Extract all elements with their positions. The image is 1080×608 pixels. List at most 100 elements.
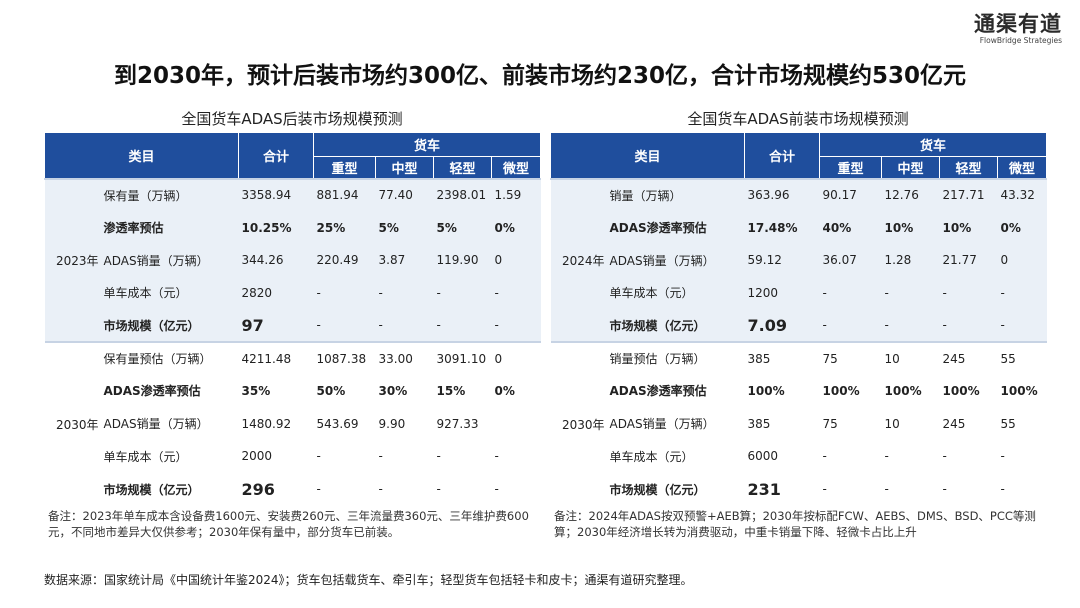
year-label: 2030年 xyxy=(550,340,607,506)
table-row: 单车成本（元） 2820- - - - xyxy=(45,276,541,310)
header-micro: 微型 xyxy=(997,156,1048,179)
cell-label: 单车成本（元） xyxy=(606,440,745,473)
cell-micro: - xyxy=(491,309,541,342)
cell-micro: 100% xyxy=(997,374,1047,408)
cell-label: ADAS渗透率预估 xyxy=(100,374,239,408)
logo-chinese: 通渠有道 xyxy=(974,12,1062,36)
cell-total: 6000 xyxy=(744,440,820,473)
cell-label: ADAS渗透率预估 xyxy=(606,211,745,244)
cell-total: 59.12 xyxy=(744,243,820,277)
cell-micro: - xyxy=(491,276,541,310)
cell-label: 销量预估（万辆） xyxy=(606,340,745,375)
aftermarket-table-body: 2023年 保有量（万辆） 3358.94 881.94 77.40 2398.01 1.5… xyxy=(44,177,541,506)
cell-light: - xyxy=(433,309,492,342)
cell-micro: 0% xyxy=(997,211,1047,244)
cell-heavy: - xyxy=(819,440,882,473)
cell-micro: 0% xyxy=(491,374,541,408)
cell-micro: - xyxy=(491,440,541,473)
cell-micro: 55 xyxy=(997,340,1047,375)
cell-heavy: - xyxy=(313,276,376,310)
cell-light: - xyxy=(433,440,492,473)
cell-label: ADAS渗透率预估 xyxy=(606,374,745,408)
oem-title: 全国货车ADAS前装市场规模预测 xyxy=(687,110,909,128)
cell-total: 1200 xyxy=(744,276,820,310)
oem-table-body: 2024年 销量（万辆） 363.96 90.17 12.76 217.71 43.32 AD… xyxy=(550,177,1047,506)
table-row: 单车成本（元） 2000- - - - xyxy=(45,440,541,473)
cell-light: 245 xyxy=(939,407,998,440)
cell-medium: - xyxy=(375,440,434,473)
cell-label: 市场规模（亿元） xyxy=(100,309,239,342)
cell-total: 231 xyxy=(744,472,820,506)
table-row: ADAS渗透率预估 35% 50% 30% 15% 0% xyxy=(45,374,541,408)
header-total: 合计 xyxy=(238,132,315,179)
cell-medium: - xyxy=(375,276,434,310)
cell-light: 100% xyxy=(939,374,998,408)
table-row: 市场规模（亿元） 7.09- - - - xyxy=(551,309,1047,342)
cell-label: ADAS销量（万辆） xyxy=(606,243,745,277)
cell-heavy: 75 xyxy=(819,407,882,440)
cell-micro: - xyxy=(997,472,1047,506)
cell-total: 17.48% xyxy=(744,211,820,244)
cell-heavy: 90.17 xyxy=(819,177,882,212)
table-row: 2023年 保有量（万辆） 3358.94 881.94 77.40 2398.01 1.5… xyxy=(44,177,541,342)
cell-light: 119.90 xyxy=(433,243,492,277)
aftermarket-note: 备注：2023年单车成本含设备费1600元、安装费260元、三年流量费360元、… xyxy=(44,505,540,541)
cell-heavy: 543.69 xyxy=(313,407,376,440)
cell-medium: 10% xyxy=(881,211,940,244)
cell-label: ADAS销量（万辆） xyxy=(100,407,239,440)
cell-medium: - xyxy=(375,309,434,342)
cell-micro: - xyxy=(997,309,1047,342)
cell-heavy: 50% xyxy=(313,374,376,408)
cell-medium: - xyxy=(881,309,940,342)
cell-heavy: 75 xyxy=(819,340,882,375)
cell-light: - xyxy=(433,472,492,506)
cell-light: 10% xyxy=(939,211,998,244)
cell-heavy: 36.07 xyxy=(819,243,882,277)
cell-total: 4211.48 xyxy=(238,340,314,375)
cell-total: 2820 xyxy=(238,276,314,310)
table-row: 市场规模（亿元） 231- - - - xyxy=(551,472,1047,506)
cell-label: 保有量（万辆） xyxy=(100,177,239,212)
cell-micro xyxy=(491,407,541,440)
table-row: ADAS销量（万辆） 385 75 10 245 55 xyxy=(551,407,1047,440)
cell-total: 1480.92 xyxy=(238,407,314,440)
cell-micro: 0 xyxy=(997,243,1047,277)
cell-micro: 0 xyxy=(491,340,541,375)
cell-light: 245 xyxy=(939,340,998,375)
cell-light: - xyxy=(433,276,492,310)
cell-light: 2398.01 xyxy=(433,177,492,212)
header-category: 类目 xyxy=(549,132,746,179)
table-row: ADAS渗透率预估 17.48% 40% 10% 10% 0% xyxy=(551,211,1047,244)
cell-micro: 55 xyxy=(997,407,1047,440)
cell-heavy: - xyxy=(313,440,376,473)
table-row: 2024年 销量（万辆） 363.96 90.17 12.76 217.71 43.32 xyxy=(550,177,1047,342)
cell-medium: 30% xyxy=(375,374,434,408)
cell-micro: - xyxy=(491,472,541,506)
cell-micro: 0% xyxy=(491,211,541,244)
year-label: 2030年 xyxy=(44,340,101,506)
header-truck-group: 货车 xyxy=(313,132,542,157)
cell-heavy: - xyxy=(313,472,376,506)
brand-logo: 通渠有道 FlowBridge Strategies xyxy=(974,12,1062,46)
cell-heavy: 881.94 xyxy=(313,177,376,212)
table-row: 2030年 销量预估（万辆） 385 75 10 245 55 xyxy=(550,340,1047,506)
page-headline: 到2030年，预计后装市场约300亿、前装市场约230亿，合计市场规模约530亿… xyxy=(113,63,967,89)
cell-total: 344.26 xyxy=(238,243,314,277)
header-heavy: 重型 xyxy=(819,156,883,179)
cell-label: 单车成本（元） xyxy=(100,276,239,310)
data-source: 数据来源：国家统计局《中国统计年鉴2024》；货车包括载货车、牵引车；轻型货车包… xyxy=(44,573,693,587)
cell-heavy: - xyxy=(819,276,882,310)
cell-heavy: 220.49 xyxy=(313,243,376,277)
table-row: 单车成本（元） 6000- - - - xyxy=(551,440,1047,473)
cell-medium: - xyxy=(881,440,940,473)
cell-heavy: 1087.38 xyxy=(313,340,376,375)
oem-note: 备注：2024年ADAS按双预警+AEB算；2030年按标配FCW、AEBS、D… xyxy=(550,505,1046,541)
cell-medium: 12.76 xyxy=(881,177,940,212)
table-row: 2030年 保有量预估（万辆） 4211.48 1087.38 33.00 3091.10… xyxy=(44,340,541,506)
year-label: 2023年 xyxy=(44,177,101,342)
cell-light: - xyxy=(939,309,998,342)
cell-micro: - xyxy=(997,276,1047,310)
cell-label: 市场规模（亿元） xyxy=(606,472,745,506)
table-row: ADAS销量（万辆） 344.26 220.49 3.87 119.90 0 xyxy=(45,243,541,277)
header-category: 类目 xyxy=(43,132,240,179)
